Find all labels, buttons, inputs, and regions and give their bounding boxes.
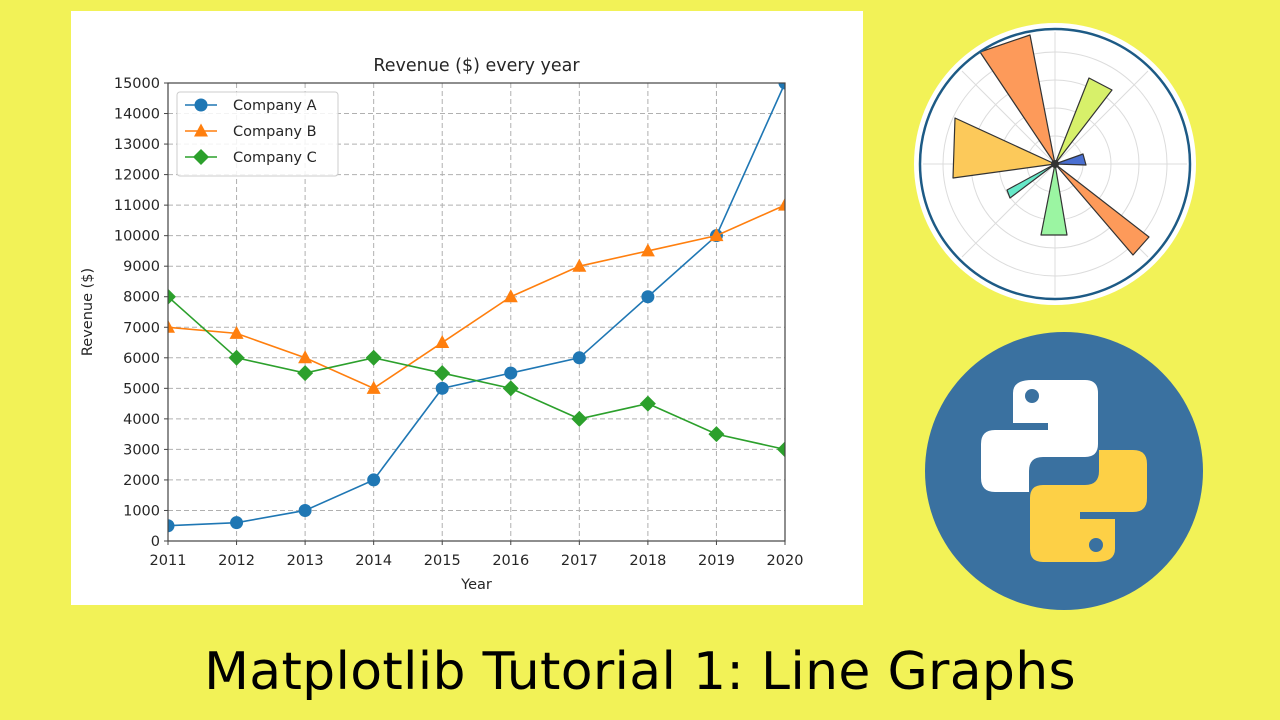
- legend-item: Company C: [185, 149, 317, 166]
- x-tick-label: 2016: [492, 553, 529, 569]
- y-tick-label: 13000: [114, 137, 160, 153]
- polar-bar-chart-icon: [913, 22, 1197, 306]
- x-axis-ticks: 2011 2012 2013 2014 2015 2016 2017 2018 2019 2020: [150, 541, 804, 569]
- y-tick-label: 15000: [114, 76, 160, 92]
- chart-title: Revenue ($) every year: [373, 56, 580, 76]
- x-tick-label: 2013: [287, 553, 324, 569]
- x-tick-label: 2011: [150, 553, 187, 569]
- legend-label: Company B: [233, 124, 317, 140]
- y-tick-label: 8000: [123, 290, 160, 306]
- y-tick-label: 7000: [123, 320, 160, 336]
- page-headline: Matplotlib Tutorial 1: Line Graphs: [204, 642, 1076, 702]
- x-tick-label: 2014: [355, 553, 392, 569]
- x-tick-label: 2018: [629, 553, 666, 569]
- python-logo-icon: [925, 332, 1203, 610]
- legend-label: Company C: [233, 150, 317, 166]
- legend-item: Company A: [185, 98, 317, 114]
- y-tick-label: 1000: [123, 503, 160, 519]
- legend-label: Company A: [233, 98, 317, 114]
- y-tick-label: 4000: [123, 412, 160, 428]
- y-tick-label: 9000: [123, 259, 160, 275]
- chart-card: 0 1000 2000 3000 4000 5000 6000 7000 8000 9000 100…: [71, 11, 863, 605]
- y-tick-label: 11000: [114, 198, 160, 214]
- y-tick-label: 12000: [114, 168, 160, 184]
- y-tick-label: 6000: [123, 351, 160, 367]
- chart-legend: Company A Company B Company C: [176, 91, 339, 177]
- y-tick-label: 5000: [123, 381, 160, 397]
- chart-series: [168, 83, 785, 533]
- x-tick-label: 2020: [767, 553, 804, 569]
- legend-box: [176, 91, 339, 177]
- x-tick-label: 2015: [424, 553, 461, 569]
- series-company-b: [168, 197, 785, 394]
- y-tick-label: 2000: [123, 473, 160, 489]
- y-tick-label: 14000: [114, 107, 160, 123]
- x-tick-label: 2012: [218, 553, 255, 569]
- legend-item: Company B: [185, 123, 317, 140]
- x-tick-label: 2019: [698, 553, 735, 569]
- y-axis-ticks: 0 1000 2000 3000 4000 5000 6000 7000 8000 9000 100…: [114, 76, 168, 550]
- x-axis-label: Year: [460, 577, 492, 593]
- y-axis-label: Revenue ($): [80, 268, 96, 356]
- plot-frame: [167, 82, 786, 542]
- line-chart: 0 1000 2000 3000 4000 5000 6000 7000 8000 9000 100…: [80, 56, 804, 593]
- series-company-c: [168, 288, 785, 458]
- y-tick-label: 10000: [114, 229, 160, 245]
- x-tick-label: 2017: [561, 553, 598, 569]
- y-tick-label: 0: [151, 534, 160, 550]
- y-tick-label: 3000: [123, 442, 160, 458]
